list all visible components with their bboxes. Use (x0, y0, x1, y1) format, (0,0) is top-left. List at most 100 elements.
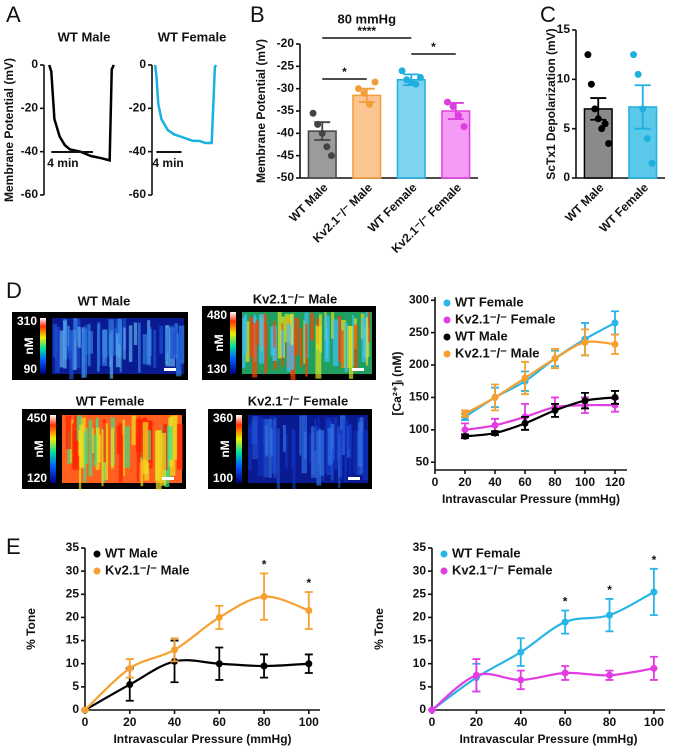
heatmap-streak (70, 419, 73, 463)
heatmap-streak (300, 328, 303, 368)
legend-marker (440, 567, 448, 575)
y-tick-label: -40 (277, 126, 295, 140)
heatmap-streak (73, 318, 78, 341)
legend-label: WT Female (452, 545, 521, 560)
x-tick-label: WT Male (562, 180, 607, 225)
heatmap-streak (348, 423, 352, 449)
x-axis-label: Intravascular Pressure (mmHg) (113, 732, 291, 746)
data-point (594, 115, 602, 123)
heatmap-streak (131, 415, 137, 446)
x-tick-label: 100 (299, 715, 319, 729)
heatmap-streak (108, 319, 115, 357)
y-tick-label: 50 (416, 454, 430, 468)
y-tick-label: 0 (139, 57, 146, 71)
x-tick-label: 60 (558, 715, 572, 729)
heatmap-streak (255, 320, 261, 345)
heatmap-streak (365, 316, 369, 366)
heatmap-streak (102, 418, 106, 463)
heatmap-streak (310, 312, 314, 341)
legend-label: Kv2.1⁻/⁻ Male (455, 345, 540, 360)
y-tick-label: 10 (413, 656, 427, 670)
heatmap-streak (305, 323, 308, 377)
y-tick-label: 35 (413, 540, 427, 554)
image-title: WT Male (78, 293, 131, 308)
y-tick-label: 20 (413, 610, 427, 624)
y-tick-label: 250 (409, 325, 429, 339)
y-tick-label: 20 (66, 610, 80, 624)
legend-label: Kv2.1⁻/⁻ Female (455, 311, 555, 326)
legend-marker (443, 350, 451, 358)
heatmap-streak (276, 428, 280, 489)
y-tick-label: 30 (413, 563, 427, 577)
heatmap-streak (97, 323, 100, 372)
heatmap-streak (303, 431, 307, 459)
heatmap-streak (160, 433, 166, 486)
data-point (601, 120, 609, 128)
colorbar-max: 450 (27, 411, 47, 425)
colorbar-max: 360 (213, 411, 233, 425)
heatmap-streak (318, 428, 321, 466)
heatmap-streak (175, 333, 182, 377)
heatmap-streak (279, 329, 285, 357)
data-point (455, 111, 463, 119)
heatmap-streak (243, 314, 248, 354)
y-tick-label: 15 (413, 633, 427, 647)
heatmap-streak (78, 430, 82, 456)
colorbar-unit: nM (212, 334, 226, 351)
data-point (314, 120, 322, 128)
colorbar (230, 312, 236, 374)
heatmap-streak (166, 327, 169, 353)
heatmap-streak (331, 312, 335, 339)
data-point (354, 85, 362, 93)
y-axis-label: Membrane Potential (mV) (2, 58, 16, 202)
heatmap-streak (299, 415, 302, 456)
heatmap-streak (311, 426, 317, 478)
scale-bar (348, 477, 360, 480)
y-tick-label: 100 (409, 422, 429, 436)
heatmap-streak (139, 419, 146, 458)
legend-label: Kv2.1⁻/⁻ Female (452, 562, 552, 577)
heatmap-streak (265, 425, 269, 457)
heatmap-streak (177, 423, 183, 470)
heatmap-streak (315, 326, 322, 379)
colorbar-min: 130 (207, 362, 227, 376)
annotation: * (563, 595, 568, 609)
heatmap-streak (340, 430, 343, 478)
annotation: * (607, 583, 612, 597)
legend-label: WT Female (455, 294, 524, 309)
heatmap-streak (344, 418, 348, 472)
y-tick-label: -20 (21, 101, 39, 115)
data-point (309, 109, 317, 117)
heatmap-streak (245, 321, 250, 362)
y-tick-label: -40 (21, 144, 39, 158)
fit-line (84, 595, 310, 711)
heatmap-streak (119, 325, 123, 373)
heatmap-streak (358, 421, 363, 467)
heatmap-streak (123, 327, 126, 360)
heatmap-streak (325, 329, 329, 359)
heatmap-streak (174, 415, 178, 460)
data-point (630, 51, 638, 59)
y-tick-label: -60 (21, 187, 39, 201)
heatmap-streak (178, 325, 185, 364)
trace (153, 64, 218, 145)
heatmap-streak (342, 417, 346, 445)
colorbar-unit: nM (22, 337, 36, 354)
heatmap-streak (121, 435, 124, 477)
data-point (371, 78, 379, 86)
data-point (360, 89, 368, 97)
bar (441, 110, 471, 179)
x-tick-label: 0 (82, 715, 89, 729)
y-axis-label: ScTx1 Depolarization (mV) (544, 28, 558, 179)
y-tick-label: -45 (277, 148, 295, 162)
heatmap-streak (367, 312, 370, 343)
fit-line (464, 340, 616, 415)
y-tick-label: 150 (409, 390, 429, 404)
panel-label: A (6, 2, 21, 27)
legend-marker (440, 550, 448, 558)
data-point (460, 123, 468, 131)
heatmap-streak (308, 434, 312, 464)
x-tick-label: 100 (644, 715, 664, 729)
heatmap-streak (285, 433, 288, 469)
